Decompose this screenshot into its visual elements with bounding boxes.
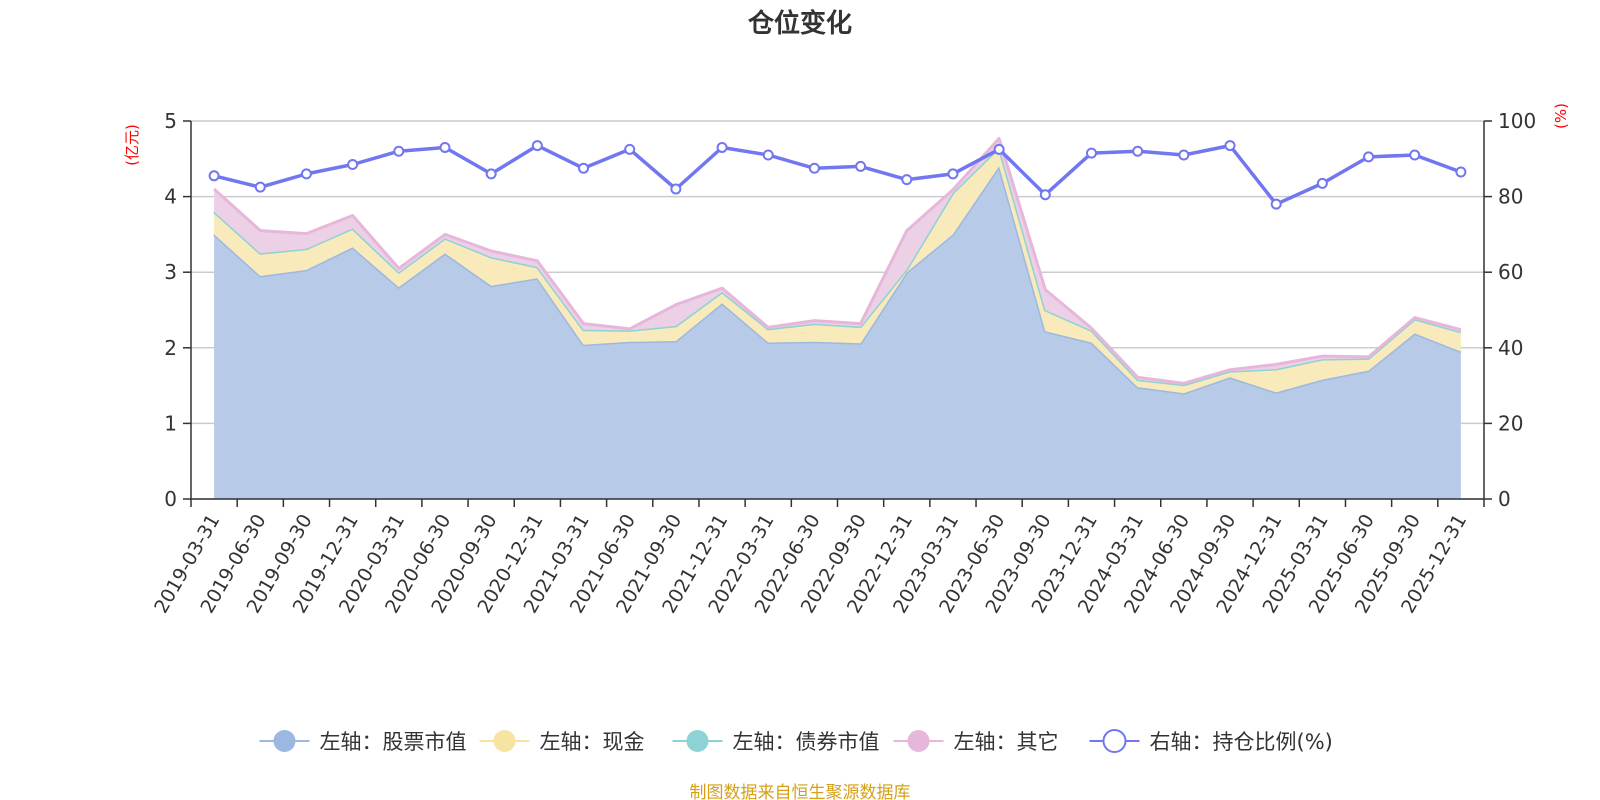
legend-marker xyxy=(273,730,296,752)
legend-marker xyxy=(907,730,930,752)
ratio-point xyxy=(347,158,359,170)
ratio-point xyxy=(808,162,820,174)
ratio-line-path xyxy=(213,143,1462,206)
legend-item: 左轴：现金 xyxy=(479,730,645,754)
ratio-point xyxy=(1178,149,1190,161)
legend-label: 左轴：债券市值 xyxy=(733,730,880,754)
left-axis-label: (亿元) xyxy=(123,124,141,166)
ratio-point xyxy=(624,143,636,155)
right-tick-label: 40 xyxy=(1498,336,1523,360)
ratio-point xyxy=(485,168,497,180)
legend-marker xyxy=(1102,729,1127,753)
left-tick-label: 2 xyxy=(164,336,177,360)
ratio-point xyxy=(254,181,266,193)
ratio-point xyxy=(947,168,959,180)
legend-label: 右轴：持仓比例(%) xyxy=(1150,730,1333,754)
right-tick-label: 60 xyxy=(1498,260,1523,284)
left-tick-label: 3 xyxy=(164,260,177,284)
area-1 xyxy=(214,147,1461,394)
left-tick-label: 1 xyxy=(164,411,177,435)
legend-label: 左轴：股票市值 xyxy=(320,730,467,754)
right-tick-label: 80 xyxy=(1498,185,1523,209)
legend-item: 右轴：持仓比例(%) xyxy=(1089,729,1333,754)
ratio-point xyxy=(208,170,220,182)
legend-marker xyxy=(493,730,516,752)
ratio-point xyxy=(901,174,913,186)
ratio-point xyxy=(993,143,1005,155)
ratio-point xyxy=(855,160,867,172)
ratio-point xyxy=(531,140,543,152)
ratio-point xyxy=(1085,147,1097,159)
right-tick-label: 100 xyxy=(1498,109,1536,133)
ratio-point xyxy=(1316,177,1328,189)
ratio-point xyxy=(1132,145,1144,157)
ratio-point xyxy=(1409,149,1421,161)
legend-item: 左轴：其它 xyxy=(893,730,1059,754)
ratio-point xyxy=(1270,198,1282,210)
ratio-point xyxy=(1363,151,1375,163)
ratio-line xyxy=(208,140,1467,210)
ratio-point xyxy=(578,162,590,174)
area-0 xyxy=(214,166,1461,499)
left-tick-label: 0 xyxy=(164,487,177,511)
chart-title: 仓位变化 xyxy=(747,8,852,39)
area-edge-line xyxy=(213,136,1462,385)
right-tick-label: 20 xyxy=(1498,411,1523,435)
legend-marker xyxy=(686,730,709,752)
ratio-point xyxy=(1039,189,1051,201)
ratio-point xyxy=(1455,166,1467,178)
ratio-point xyxy=(1224,140,1236,152)
ratio-point xyxy=(716,141,728,153)
right-tick-label: 0 xyxy=(1498,487,1511,511)
ratio-point xyxy=(439,141,451,153)
legend-item: 左轴：债券市值 xyxy=(672,730,880,754)
legend-label: 左轴：其它 xyxy=(954,730,1059,754)
legend: 左轴：股票市值 左轴：现金 左轴：债券市值 左轴：其它 右轴：持仓比例(%) xyxy=(259,729,1333,754)
legend-label: 左轴：现金 xyxy=(540,730,645,754)
left-tick-label: 4 xyxy=(164,185,177,209)
ratio-point xyxy=(670,183,682,195)
stacked-areas xyxy=(213,136,1462,499)
left-tick-label: 5 xyxy=(164,109,177,133)
source-note: 制图数据来自恒生聚源数据库 xyxy=(690,783,911,800)
ratio-point xyxy=(300,168,312,180)
legend-item: 左轴：股票市值 xyxy=(259,730,467,754)
ratio-point xyxy=(762,149,774,161)
ratio-point xyxy=(393,145,405,157)
right-axis-label: (%) xyxy=(1552,103,1570,129)
